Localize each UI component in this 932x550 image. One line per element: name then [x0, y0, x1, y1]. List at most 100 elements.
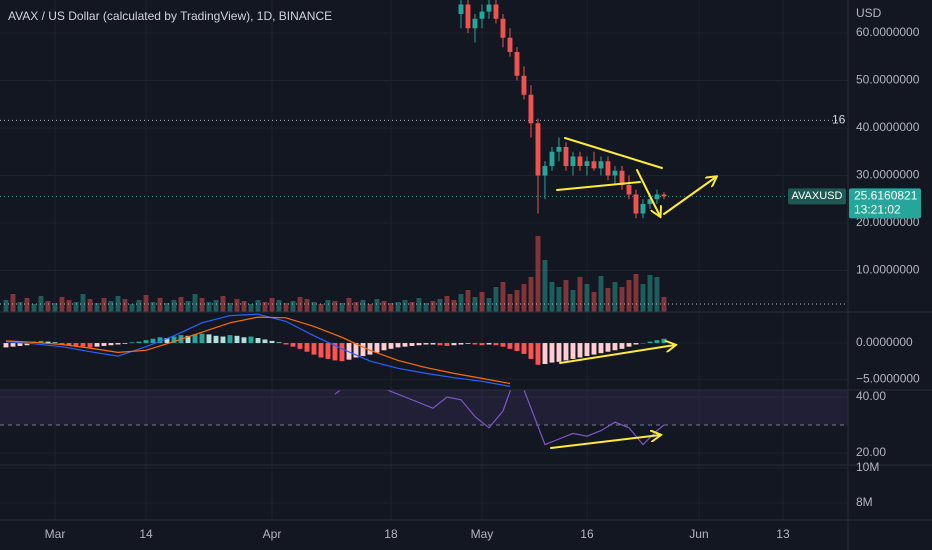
macd-bar — [556, 343, 562, 362]
volume-bar — [458, 294, 464, 312]
volume-bar — [311, 302, 317, 312]
candle-body — [535, 123, 541, 176]
macd-bar — [584, 343, 590, 357]
volume-bar — [374, 299, 380, 312]
macd-bar — [654, 340, 660, 344]
y-tick-label: 10.0000000 — [856, 263, 920, 277]
macd-bar — [374, 343, 380, 353]
candle-body — [486, 4, 492, 12]
macd-bar — [486, 343, 492, 345]
macd-bar — [472, 343, 478, 345]
candle-body — [640, 203, 646, 214]
macd-bar — [507, 343, 513, 349]
volume-bar — [416, 298, 422, 312]
macd-bar — [325, 343, 331, 359]
macd-bar — [367, 343, 373, 355]
volume-bar — [283, 303, 289, 312]
macd-bar — [3, 343, 9, 348]
macd-bar — [339, 343, 345, 362]
volume-bar — [234, 299, 240, 312]
rsi-band — [0, 390, 848, 425]
volume-bar — [213, 300, 219, 312]
volume-bar — [31, 304, 37, 312]
macd-bar — [402, 343, 408, 347]
volume-bar — [444, 296, 450, 312]
macd-bar — [430, 343, 436, 345]
macd-bar — [192, 334, 198, 344]
macd-bar — [514, 343, 520, 351]
candle-body — [479, 11, 485, 19]
x-tick-label: May — [471, 527, 494, 541]
volume-bar — [157, 298, 163, 312]
candle-body — [514, 52, 520, 76]
candle-body — [598, 161, 604, 169]
macd-bar — [24, 343, 30, 346]
macd-bar — [136, 341, 142, 344]
macd-bar — [10, 343, 16, 347]
candle-body — [570, 156, 576, 166]
volume-bar — [3, 300, 9, 312]
macd-bar — [241, 337, 247, 344]
rsi-line — [334, 390, 665, 446]
macd-bar — [444, 343, 450, 346]
volume-bar — [339, 303, 345, 312]
candle-body — [542, 165, 548, 176]
macd-bar — [17, 343, 23, 346]
macd-bar — [388, 343, 394, 349]
volume-bar — [570, 290, 576, 312]
macd-bar — [549, 343, 555, 363]
macd-bar — [206, 334, 212, 344]
macd-bar — [353, 343, 359, 358]
volume-bar — [360, 300, 366, 312]
volume-bar — [59, 297, 65, 312]
arrow — [636, 169, 660, 216]
macd-bar — [108, 343, 114, 346]
volume-bar — [115, 296, 121, 312]
candle-body — [661, 194, 667, 197]
volume-bar — [185, 301, 191, 312]
volume-bar — [493, 287, 499, 312]
volume-bar — [192, 294, 198, 312]
annotations — [550, 137, 716, 449]
volume-bar — [437, 299, 443, 312]
grid — [0, 0, 848, 520]
candles — [458, 0, 667, 219]
macd-bar — [416, 343, 422, 346]
volume-bar — [150, 302, 156, 312]
volume-bar — [500, 282, 506, 312]
macd-bar — [612, 343, 618, 351]
volume-bar — [486, 298, 492, 312]
volume-bar — [584, 284, 590, 312]
macd-bar — [360, 343, 366, 357]
macd-bar — [423, 343, 429, 345]
candle-body — [493, 4, 499, 19]
arrow — [559, 345, 675, 364]
candle-body — [612, 170, 618, 176]
volume-bars — [3, 236, 667, 312]
macd-bar — [59, 343, 65, 345]
macd-bar — [528, 343, 534, 359]
volume-bar — [346, 298, 352, 312]
macd-bar — [395, 343, 401, 348]
volume-bar — [241, 301, 247, 312]
price-box — [849, 188, 921, 219]
volume-bar — [661, 297, 667, 312]
macd-bar — [304, 343, 310, 352]
volume-bar — [612, 282, 618, 312]
macd-bar — [605, 343, 611, 352]
macd-bar — [283, 343, 289, 345]
macd-bar — [318, 343, 324, 358]
volume-bar — [94, 303, 100, 312]
volume-bar — [528, 277, 534, 312]
volume-bar — [514, 290, 520, 312]
candle-body — [626, 184, 632, 195]
volume-bar — [423, 303, 429, 312]
macd-line — [5, 313, 511, 387]
y-tick-label: 0.0000000 — [856, 335, 913, 349]
symbol-box — [788, 188, 846, 205]
candle-body — [633, 194, 639, 214]
volume-bar — [136, 300, 142, 312]
volume-bar — [598, 276, 604, 312]
volume-bar — [619, 287, 625, 312]
volume-bar — [129, 304, 135, 312]
